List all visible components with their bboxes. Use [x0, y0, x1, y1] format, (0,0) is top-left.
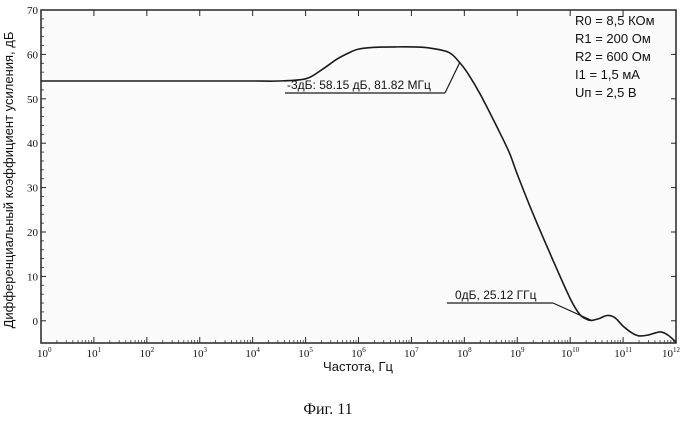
parameter-r1: R1 = 200 Ом	[575, 31, 651, 46]
y-tick-label: 50	[27, 94, 39, 106]
y-tick-label: 20	[27, 227, 39, 239]
y-tick-label: 10	[27, 271, 39, 283]
y-tick-label: 0	[33, 316, 39, 328]
y-tick-label: 40	[27, 138, 39, 150]
y-tick-label: 30	[27, 183, 39, 195]
parameter-r0: R0 = 8,5 КОм	[575, 13, 655, 28]
y-tick-label: 70	[27, 5, 39, 17]
parameter-i1: I1 = 1,5 мА	[575, 67, 640, 82]
y-axis-title: Дифференциальный коэффициент усиления, д…	[1, 32, 16, 329]
parameter-un: Uп = 2,5 В	[575, 85, 637, 100]
y-tick-label: 60	[27, 49, 39, 61]
annotation-label: -3дБ: 58.15 дБ, 81.82 МГц	[287, 78, 431, 92]
parameter-r2: R2 = 600 Ом	[575, 49, 651, 64]
annotation-label: 0дБ, 25.12 ГГц	[455, 288, 537, 302]
figure-caption: Фиг. 11	[303, 401, 352, 418]
x-axis-title: Частота, Гц	[323, 359, 393, 374]
